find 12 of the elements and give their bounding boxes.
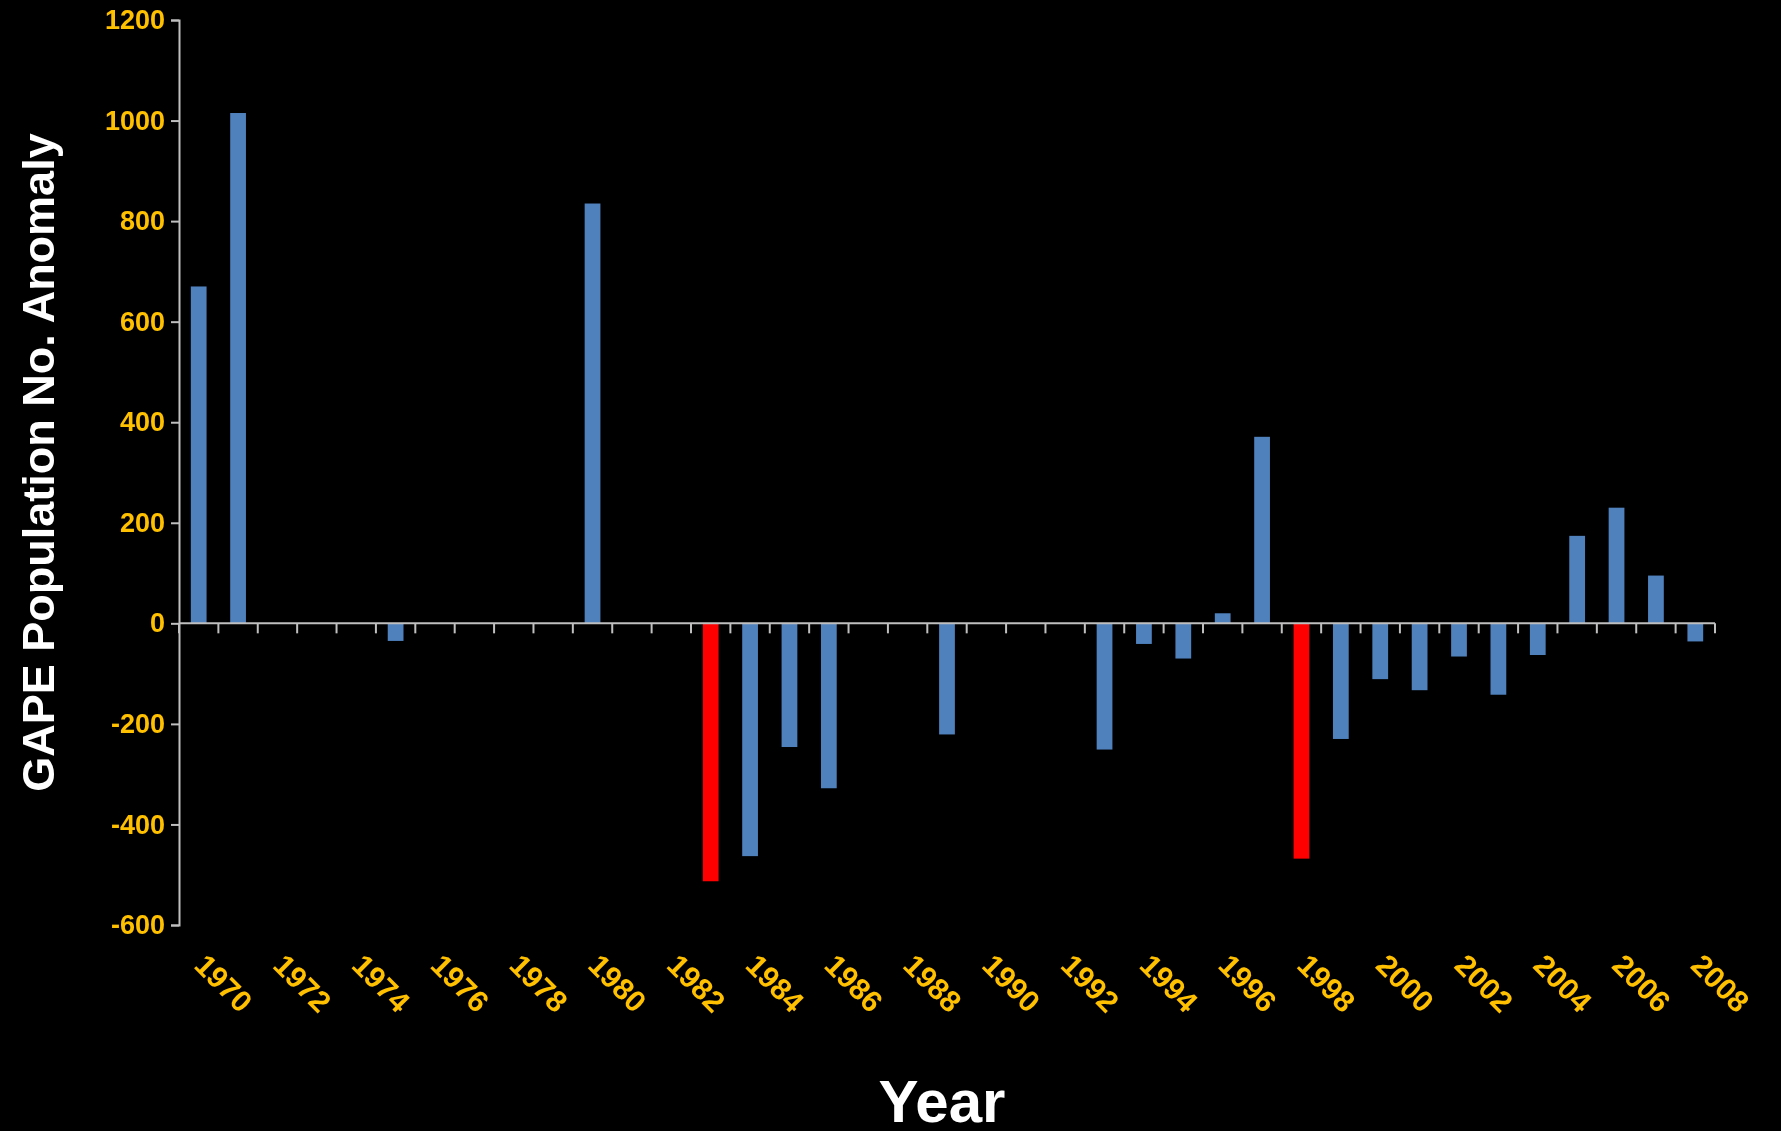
y-tick-label: 1200: [104, 5, 165, 36]
y-tick-label: -200: [110, 709, 165, 740]
y-tick-label: 0: [149, 608, 165, 639]
x-axis-title: Year: [878, 1068, 1006, 1131]
y-tick-label: 400: [119, 407, 165, 438]
y-tick-label: 800: [119, 206, 165, 237]
y-tick-label: -600: [110, 910, 165, 941]
y-tick-label: 1000: [104, 105, 165, 136]
y-tick-label: 600: [119, 306, 165, 337]
y-axis-title: GAPE Population No. Anomaly: [13, 133, 64, 792]
y-tick-label: -400: [110, 809, 165, 840]
y-tick-label: 200: [119, 507, 165, 538]
